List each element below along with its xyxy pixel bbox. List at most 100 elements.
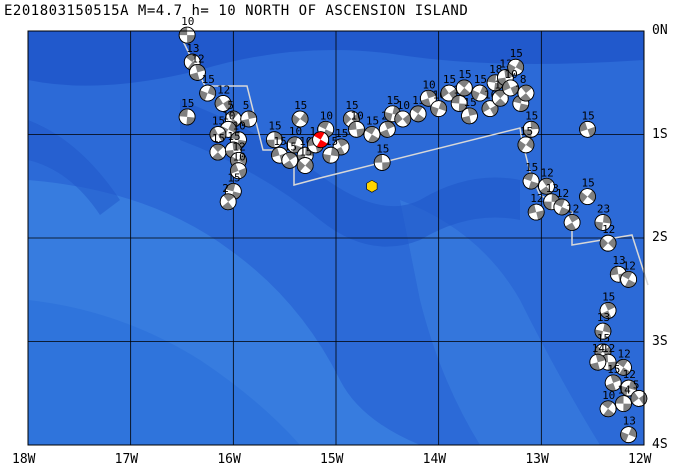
lat-tick-label: 1S [652,126,668,142]
depth-label: 15 [345,99,358,112]
depth-label: 23 [597,202,610,215]
depth-label: 12 [540,166,553,179]
depth-label: 15 [335,127,348,140]
focal-mechanism[interactable] [265,131,283,149]
focal-mechanism[interactable] [289,108,311,130]
depth-label: 15 [474,73,487,86]
depth-label: 12 [556,187,569,200]
event-focal-mechanism[interactable] [310,129,332,151]
focal-mechanism[interactable] [597,398,619,420]
focal-mechanism[interactable] [619,378,639,398]
depth-label: 10 [181,15,194,28]
focal-mechanism[interactable] [500,77,521,98]
depth-label: 15 [212,115,225,128]
focal-mechanism[interactable] [522,120,540,138]
depth-label: 10 [222,109,235,122]
depth-label: 14 [592,342,606,355]
focal-mechanism[interactable] [294,154,317,177]
focal-mechanism[interactable] [597,300,618,321]
focal-mechanism[interactable] [178,26,196,44]
focal-mechanism[interactable] [527,202,546,221]
focal-mechanism[interactable] [450,95,468,112]
focal-mechanism[interactable] [178,108,196,126]
lon-tick-label: 18W [12,452,36,467]
depth-label: 8 [520,73,527,86]
depth-label: 15 [510,47,523,60]
focal-mechanism[interactable] [212,92,234,114]
depth-label: 10 [320,109,333,122]
focal-mechanism[interactable] [535,175,557,197]
depth-label: 12 [602,223,615,236]
depth-label: 10 [505,68,518,81]
focal-mechanism[interactable] [391,108,414,131]
focal-mechanism[interactable] [594,214,612,232]
depth-label: 13 [546,182,559,195]
focal-mechanism[interactable] [505,56,527,78]
focal-mechanism[interactable] [603,373,624,394]
focal-mechanism[interactable] [577,119,597,139]
epicenter-marker[interactable] [366,179,378,193]
depth-label: 12 [530,192,543,205]
focal-mechanism[interactable] [217,191,239,213]
graticule [28,31,644,445]
focal-mechanism[interactable] [322,146,340,164]
depth-label: 10 [397,99,410,112]
map-frame [27,30,645,446]
focal-mechanism[interactable] [576,185,599,208]
depth-label: 2 [222,182,229,195]
focal-mechanism[interactable] [597,232,620,255]
focal-mechanism[interactable] [551,196,572,217]
depth-label: 15 [597,332,610,345]
depth-label: 10 [232,120,245,133]
depth-label: 12 [602,342,615,355]
focal-mechanism[interactable] [588,352,608,372]
focal-mechanism[interactable] [515,134,537,156]
focal-mechanism[interactable] [618,269,640,291]
depth-label: 15 [443,73,456,86]
focal-mechanism[interactable] [615,395,632,413]
focal-mechanism[interactable] [373,154,391,171]
focal-mechanism[interactable] [207,141,230,164]
focal-mechanism[interactable] [515,82,538,105]
depth-label: 10 [602,389,615,402]
focal-mechanism[interactable] [453,77,476,100]
depth-label: 15 [525,109,538,122]
focal-mechanism[interactable] [407,103,429,125]
focal-mechanism[interactable] [197,83,218,104]
focal-mechanism[interactable] [361,124,383,146]
focal-mechanism[interactable] [228,160,249,181]
focal-mechanism[interactable] [469,83,490,104]
depth-label: 15 [520,125,533,138]
depth-label: 15 [274,135,287,148]
focal-mechanism[interactable] [207,124,229,146]
depth-label: 12 [191,52,204,65]
focal-mechanism[interactable] [239,110,258,129]
lat-tick-label: 2S [652,230,668,245]
focal-mechanism[interactable] [561,212,583,234]
focal-mechanism[interactable] [521,171,541,191]
depth-label: 15 [366,115,379,128]
depth-label: 15 [582,177,595,190]
focal-mechanism[interactable] [612,356,634,378]
focal-mechanism[interactable] [188,63,208,83]
focal-mechanism[interactable] [348,120,366,138]
depth-label: 15 [284,140,297,153]
depth-label: 15 [227,171,240,184]
depth-label: 5 [633,378,640,391]
map-title: E201803150515A M=4.7 h= 10 NORTH OF ASCE… [4,3,469,19]
focal-mechanism[interactable] [279,149,301,171]
depth-label: 10 [422,78,435,91]
depth-label: 14 [617,384,631,397]
depth-label: 12 [217,83,230,96]
lon-tick-label: 14W [422,452,447,467]
focal-mechanism[interactable] [377,119,398,140]
focal-mechanism[interactable] [460,106,479,125]
focal-mechanism[interactable] [428,98,448,118]
focal-mechanism[interactable] [593,322,612,341]
focal-mechanism[interactable] [618,424,639,445]
depth-label: 13 [623,415,636,428]
focal-mechanism[interactable] [628,387,650,409]
depth-label: 15 [202,73,215,86]
depth-label: 15 [212,132,225,145]
